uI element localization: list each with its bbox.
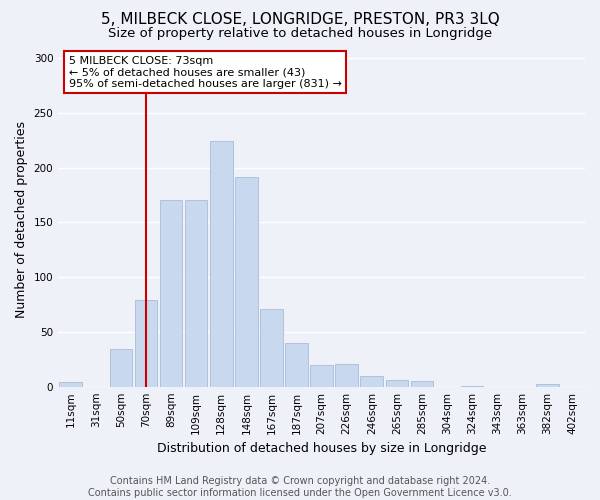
Bar (335, 364, 358, 386)
Bar (260, 309, 283, 386)
Text: Contains HM Land Registry data © Crown copyright and database right 2024.
Contai: Contains HM Land Registry data © Crown c… (88, 476, 512, 498)
Bar (110, 350, 132, 387)
Bar (210, 141, 233, 386)
Bar (134, 300, 157, 386)
Bar (235, 178, 257, 386)
Bar (386, 380, 408, 386)
Bar (285, 343, 308, 386)
Bar (361, 376, 383, 386)
Bar (160, 200, 182, 386)
Text: Size of property relative to detached houses in Longridge: Size of property relative to detached ho… (108, 28, 492, 40)
Text: 5 MILBECK CLOSE: 73sqm
← 5% of detached houses are smaller (43)
95% of semi-deta: 5 MILBECK CLOSE: 73sqm ← 5% of detached … (69, 56, 341, 89)
Bar (185, 200, 208, 386)
Bar (536, 384, 559, 386)
Bar (310, 365, 333, 386)
X-axis label: Distribution of detached houses by size in Longridge: Distribution of detached houses by size … (157, 442, 487, 455)
Text: 5, MILBECK CLOSE, LONGRIDGE, PRESTON, PR3 3LQ: 5, MILBECK CLOSE, LONGRIDGE, PRESTON, PR… (101, 12, 499, 28)
Y-axis label: Number of detached properties: Number of detached properties (15, 121, 28, 318)
Bar (410, 381, 433, 386)
Bar (59, 382, 82, 386)
